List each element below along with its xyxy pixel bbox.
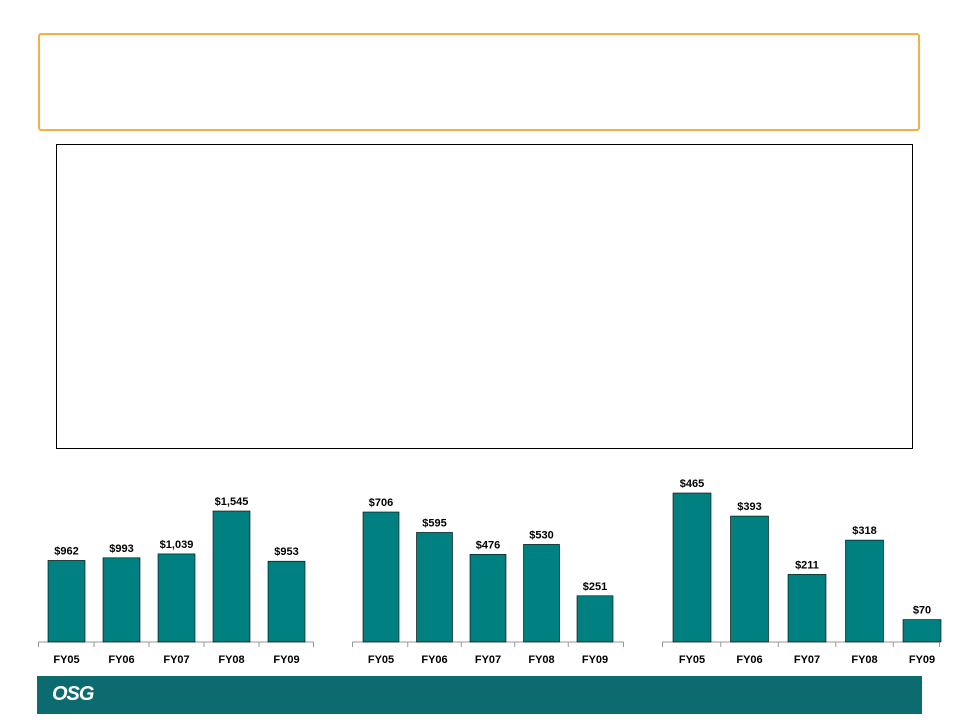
x-tick-label: FY08: [528, 654, 554, 666]
x-tick-label: FY06: [108, 654, 134, 666]
x-tick-label: FY09: [273, 654, 299, 666]
footer-bar: OSG: [37, 676, 922, 714]
bar-fy07: [469, 554, 507, 643]
x-tick-label: FY05: [53, 654, 79, 666]
osg-logo: OSG: [52, 683, 94, 705]
bar-fy06: [730, 515, 769, 643]
data-label: $211: [795, 559, 819, 571]
bar-fy05: [672, 492, 712, 643]
x-tick-label: FY08: [218, 654, 244, 666]
bar-fy05: [47, 560, 86, 643]
bar-fy05: [362, 511, 400, 643]
bar-fy07: [787, 574, 827, 643]
bar-fy08: [212, 510, 251, 643]
data-label: $953: [274, 546, 298, 558]
x-tick-label: FY07: [475, 654, 501, 666]
bar-fy09: [902, 619, 942, 643]
x-tick-label: FY06: [421, 654, 447, 666]
data-label: $318: [852, 525, 876, 537]
data-label: $595: [422, 517, 446, 529]
chart-middle: $706 FY05 $595 FY06 $476 FY07 $530 FY08 $251 FY09: [352, 497, 624, 666]
bar-fy08: [523, 544, 560, 643]
bar-fy06: [416, 532, 453, 643]
content-box: [56, 144, 913, 449]
chart-revenue: $962 FY05 $993 FY06 $1,039 FY07 $1,545 FY08 $953…: [38, 496, 314, 666]
x-tick-label: FY05: [679, 654, 705, 666]
data-label: $476: [476, 539, 500, 551]
bar-fy07: [157, 553, 196, 643]
x-tick-label: FY09: [909, 654, 935, 666]
x-tick-label: FY07: [163, 654, 189, 666]
chart-right: $465 FY05 $393 FY06 $211 FY07 $318 FY08 $70 FY09: [662, 478, 942, 666]
x-tick-label: FY08: [851, 654, 877, 666]
data-label: $465: [680, 478, 704, 490]
x-tick-label: FY06: [736, 654, 762, 666]
title-box: [38, 33, 920, 131]
data-label: $530: [529, 529, 553, 541]
x-tick-label: FY07: [794, 654, 820, 666]
bar-fy09: [576, 595, 614, 643]
data-label: $393: [737, 501, 761, 513]
data-label: $70: [913, 605, 931, 617]
x-tick-label: FY09: [582, 654, 608, 666]
bar-fy09: [267, 560, 306, 643]
data-label: $1,545: [215, 496, 249, 508]
x-tick-label: FY05: [368, 654, 394, 666]
bar-fy06: [102, 557, 141, 643]
data-label: $1,039: [160, 539, 194, 551]
data-label: $962: [54, 545, 78, 557]
bar-fy08: [845, 539, 884, 643]
data-label: $251: [583, 581, 607, 593]
data-label: $706: [369, 497, 393, 509]
data-label: $993: [109, 543, 133, 555]
